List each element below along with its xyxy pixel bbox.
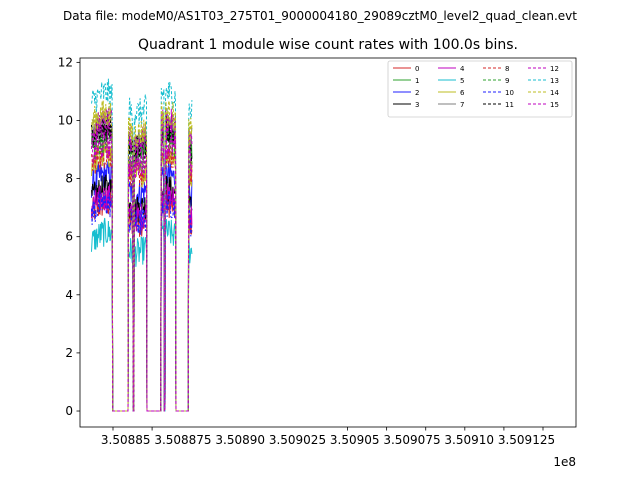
y-tick-label: 4 (65, 288, 73, 302)
y-axis: 0 2 4 6 8 10 12 (58, 55, 80, 418)
legend-label-13: 13 (550, 77, 559, 85)
axes-frame (79, 57, 577, 428)
legend-label-0: 0 (415, 65, 419, 73)
suptitle: Data file: modeM0/AS1T03_275T01_90000041… (63, 9, 577, 23)
y-tick-label: 6 (65, 230, 73, 244)
legend-label-2: 2 (415, 89, 419, 97)
legend-label-14: 14 (550, 89, 559, 97)
legend-label-4: 4 (460, 65, 465, 73)
y-tick-label: 12 (58, 55, 73, 69)
series-line-5 (91, 217, 193, 412)
series-group (91, 78, 193, 412)
series-line-14 (91, 100, 193, 412)
legend-label-1: 1 (415, 77, 419, 85)
y-tick-label: 0 (65, 404, 73, 418)
x-axis (112, 427, 544, 431)
y-tick-label: 10 (58, 113, 73, 127)
chart-title: Quadrant 1 module wise count rates with … (138, 37, 518, 53)
legend-label-11: 11 (505, 101, 514, 109)
series-line-2 (91, 159, 193, 412)
x-offset-label: 1e8 (553, 455, 576, 469)
legend-label-6: 6 (460, 89, 465, 97)
legend-label-7: 7 (460, 101, 464, 109)
legend-label-10: 10 (505, 89, 514, 97)
x-tick-label-text: 3.50885 3.508875 3.50890 3.509025 3.5090… (101, 433, 555, 447)
legend-label-9: 9 (505, 77, 509, 85)
legend-label-5: 5 (460, 77, 464, 85)
series-line-4 (91, 183, 193, 412)
legend-label-15: 15 (550, 101, 559, 109)
legend-label-8: 8 (505, 65, 509, 73)
y-tick-label: 2 (65, 346, 73, 360)
plot-area (79, 57, 577, 428)
y-tick-label: 8 (65, 172, 73, 186)
series-line-15 (91, 131, 193, 412)
legend-label-12: 12 (550, 65, 559, 73)
legend-frame (387, 60, 573, 118)
legend-label-3: 3 (415, 101, 419, 109)
series-line-13 (91, 78, 193, 412)
